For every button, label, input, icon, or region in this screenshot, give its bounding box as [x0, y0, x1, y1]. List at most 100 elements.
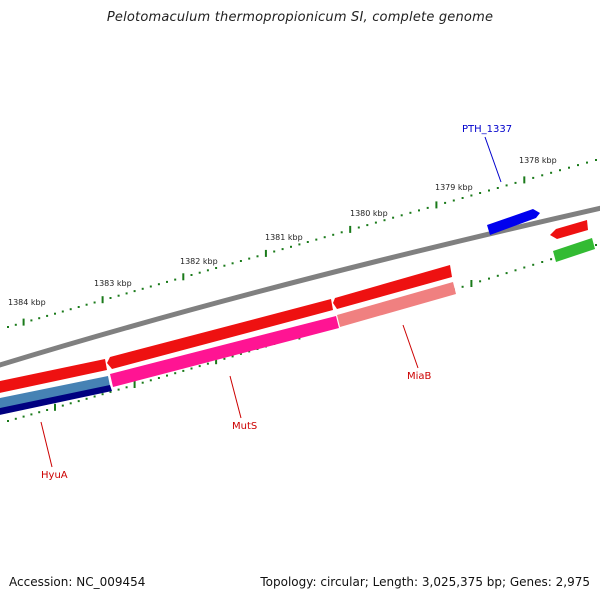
ruler-minor-tick	[231, 355, 234, 358]
ruler-minor-tick	[117, 294, 120, 297]
ruler-major-tick	[101, 296, 104, 304]
ruler-minor-tick	[298, 243, 301, 246]
ruler-minor-tick	[77, 400, 80, 403]
ruler-minor-tick	[496, 187, 499, 189]
ruler-minor-tick	[290, 245, 292, 248]
gene-muts[interactable]	[110, 316, 339, 387]
ruler-minor-tick	[85, 397, 88, 400]
ruler-minor-tick	[426, 206, 429, 209]
ruler-minor-tick	[444, 201, 447, 204]
ruler-minor-tick	[568, 166, 570, 169]
ruler-minor-tick	[206, 362, 209, 365]
ruler-minor-tick	[479, 280, 482, 283]
ruler-minor-tick	[38, 317, 41, 320]
ruler-minor-tick	[514, 269, 517, 272]
ruler-minor-tick	[69, 308, 72, 311]
ruler-minor-tick	[470, 194, 473, 197]
gene-forward-red-3[interactable]	[0, 359, 107, 394]
ruler-minor-tick	[149, 285, 152, 288]
ruler-major-tick	[133, 381, 136, 388]
ruler-minor-tick	[332, 233, 335, 236]
ruler-minor-tick	[514, 181, 517, 184]
ruler-minor-tick	[559, 169, 561, 172]
kbp-label-1381: 1381 kbp	[265, 233, 303, 242]
ruler-minor-tick	[541, 174, 544, 177]
ruler-minor-tick	[323, 236, 326, 239]
gene-steelblue[interactable]	[0, 376, 110, 410]
ruler-minor-tick	[357, 226, 360, 229]
ruler-minor-tick	[93, 301, 96, 304]
genome-summary-text: Topology: circular; Length: 3,025,375 bp…	[260, 575, 590, 589]
ruler-minor-tick	[541, 261, 544, 263]
ruler-minor-tick	[7, 420, 9, 422]
ruler-minor-tick	[85, 303, 88, 306]
ruler-minor-tick	[488, 189, 490, 192]
ruler-minor-tick	[93, 395, 96, 398]
ruler-minor-tick	[461, 285, 464, 288]
ruler-minor-tick	[239, 260, 242, 262]
ruler-minor-tick	[577, 164, 579, 167]
ruler-major-tick	[523, 176, 526, 184]
ruler-minor-tick	[7, 326, 9, 328]
ruler-major-tick	[349, 225, 352, 233]
ruler-minor-tick	[166, 374, 168, 377]
gene-hyua[interactable]	[0, 385, 112, 416]
ruler-minor-tick	[141, 381, 144, 384]
leader-pth1337	[484, 136, 502, 183]
ruler-minor-tick	[383, 219, 386, 222]
ruler-major-tick	[22, 318, 25, 326]
ruler-minor-tick	[223, 264, 226, 267]
accession-text: Accession: NC_009454	[9, 575, 146, 589]
gene-label-pth1337: PTH_1337	[462, 124, 512, 135]
ruler-minor-tick	[190, 274, 193, 276]
ruler-minor-tick	[198, 365, 201, 368]
ruler-minor-tick	[30, 413, 33, 416]
ruler-minor-tick	[61, 404, 64, 407]
ruler-minor-tick	[374, 221, 377, 224]
ruler-minor-tick	[256, 255, 259, 258]
kbp-label-1379: 1379 kbp	[435, 183, 473, 192]
ruler-minor-tick	[400, 214, 403, 217]
ruler-major-tick	[54, 403, 56, 411]
ruler-minor-tick	[281, 248, 284, 251]
ruler-minor-tick	[46, 314, 49, 317]
ruler-minor-tick	[595, 159, 597, 161]
kbp-label-1382: 1382 kbp	[180, 257, 218, 266]
kbp-label-1378: 1378 kbp	[519, 156, 557, 165]
gene-pth1337[interactable]	[487, 209, 540, 235]
ruler-minor-tick	[174, 278, 177, 281]
ruler-minor-tick	[174, 372, 177, 375]
map-title: Pelotomaculum thermopropionicum SI, comp…	[106, 10, 494, 25]
gene-label-muts: MutS	[232, 421, 257, 432]
ruler-minor-tick	[595, 244, 597, 246]
ruler-minor-tick	[315, 238, 318, 241]
kbp-label-1383: 1383 kbp	[94, 279, 132, 288]
ruler-minor-tick	[409, 211, 412, 214]
ruler-minor-tick	[366, 224, 369, 227]
ruler-minor-tick	[392, 216, 395, 219]
gene-forward-red-2[interactable]	[107, 299, 333, 369]
gene-miab[interactable]	[337, 282, 456, 327]
leader-hyua	[40, 421, 53, 468]
ruler-minor-tick	[30, 319, 33, 322]
gene-forward-red-1[interactable]	[333, 265, 452, 309]
ruler-minor-tick	[14, 417, 17, 420]
ruler-minor-tick	[206, 269, 209, 272]
ruler-minor-tick	[61, 310, 64, 313]
ruler-minor-tick	[248, 257, 251, 260]
ruler-minor-tick	[77, 306, 80, 308]
gene-forward-red-right[interactable]	[550, 220, 588, 239]
ruler-minor-tick	[340, 231, 343, 234]
gene-green[interactable]	[553, 238, 595, 262]
reverse-strand-genes	[0, 238, 595, 416]
ruler-minor-tick	[117, 388, 120, 391]
ruler-minor-tick	[54, 312, 56, 315]
ruler-minor-tick	[14, 323, 17, 326]
ruler-minor-tick	[125, 386, 128, 389]
ruler-minor-tick	[38, 411, 41, 414]
ruler-minor-tick	[273, 250, 276, 253]
ruler-minor-tick	[141, 287, 144, 290]
outer-ruler	[7, 159, 597, 328]
ruler-minor-tick	[523, 266, 526, 269]
